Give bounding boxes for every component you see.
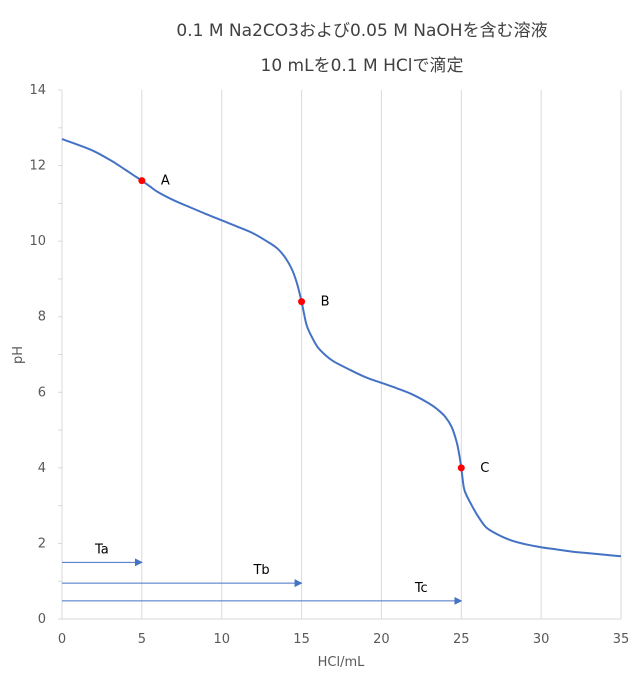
y-tick-label: 4 — [38, 461, 46, 476]
point-c — [457, 464, 465, 472]
point-b — [298, 298, 306, 306]
series-group — [61, 138, 622, 558]
x-axis-title: HCl/mL — [318, 655, 366, 670]
x-tick-label: 15 — [293, 632, 310, 647]
point-a — [138, 177, 146, 185]
point-label-c: C — [480, 461, 489, 476]
arrow-label-tb: Tb — [252, 563, 269, 578]
time-arrows: Ta Tb Tc — [62, 542, 463, 605]
equivalence-points: A B C — [138, 174, 489, 476]
x-tick-label: 10 — [213, 632, 230, 647]
point-label-a: A — [161, 174, 170, 189]
y-tick-label: 10 — [29, 234, 46, 249]
point-label-b: B — [321, 295, 330, 310]
x-tick-label: 20 — [373, 632, 390, 647]
x-tick-label: 0 — [58, 632, 66, 647]
grid — [141, 90, 622, 619]
y-axis-title: pH — [11, 346, 26, 364]
tick-labels: 0 5 10 15 20 25 30 35 0 2 4 6 8 10 12 14 — [29, 83, 629, 647]
x-tick-label: 25 — [453, 632, 470, 647]
y-tick-label: 0 — [38, 612, 46, 627]
x-tick-label: 35 — [613, 632, 630, 647]
axes — [58, 89, 621, 620]
x-tick-label: 5 — [138, 632, 146, 647]
y-tick-label: 2 — [38, 536, 46, 551]
y-tick-label: 14 — [29, 83, 46, 98]
arrow-label-tc: Tc — [414, 581, 428, 596]
x-tick-label: 30 — [533, 632, 550, 647]
y-tick-label: 6 — [38, 385, 46, 400]
y-tick-label: 8 — [38, 310, 46, 325]
chart-title-line-2: 10 mLを0.1 M HClで滴定 — [260, 56, 464, 76]
y-tick-label: 12 — [29, 159, 46, 174]
arrow-label-ta: Ta — [94, 542, 109, 557]
chart-title-line-1: 0.1 M Na2CO3および0.05 M NaOHを含む溶液 — [176, 21, 548, 41]
titration-curve — [61, 138, 622, 558]
